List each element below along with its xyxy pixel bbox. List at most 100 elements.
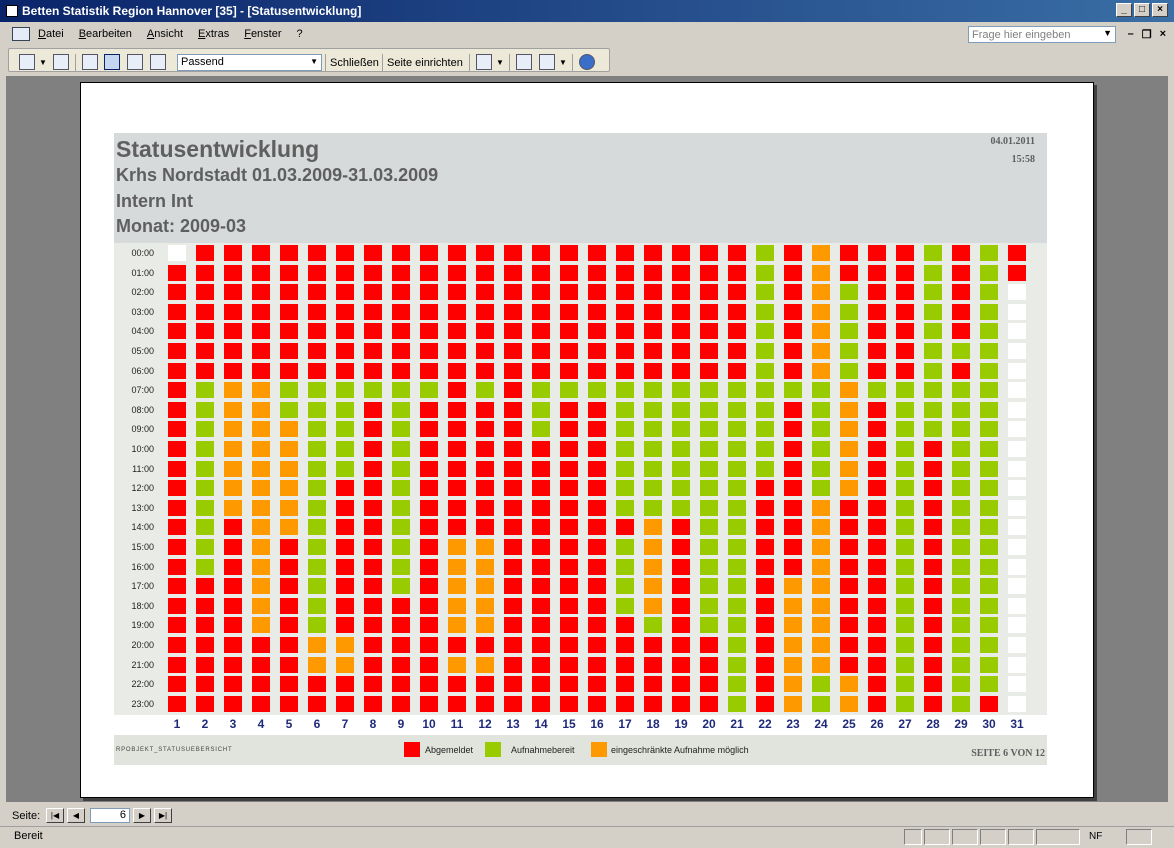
- status-cell: [644, 264, 662, 281]
- hour-label: 13:00: [131, 502, 154, 513]
- status-cell: [420, 264, 438, 281]
- status-cell: [616, 264, 634, 281]
- status-cell: [392, 656, 410, 673]
- mdi-restore-icon[interactable]: ❐: [1141, 29, 1152, 41]
- status-cell: [168, 578, 186, 595]
- status-cell: [168, 637, 186, 653]
- one-page-icon[interactable]: [104, 54, 120, 70]
- help-icon[interactable]: [579, 54, 595, 70]
- status-cell: [504, 695, 522, 712]
- chevron-down-icon[interactable]: ▼: [559, 58, 567, 67]
- chevron-down-icon[interactable]: ▼: [1103, 28, 1112, 38]
- preview-workspace[interactable]: Statusentwicklung Krhs Nordstadt 01.03.2…: [6, 76, 1168, 802]
- chevron-down-icon[interactable]: ▼: [496, 58, 504, 67]
- status-cell: [392, 637, 410, 653]
- mdi-close-icon[interactable]: ×: [1159, 28, 1166, 40]
- status-cell: [252, 656, 270, 673]
- status-cell: [1008, 362, 1026, 379]
- status-cell: [896, 343, 914, 359]
- close-button[interactable]: ×: [1152, 3, 1168, 17]
- status-cell: [896, 323, 914, 340]
- status-cell: [616, 441, 634, 457]
- status-cell: [784, 343, 802, 359]
- status-cell: [896, 676, 914, 693]
- status-cell: [812, 558, 830, 575]
- status-cell: [980, 382, 998, 399]
- status-cell: [1008, 343, 1026, 359]
- status-cell: [700, 578, 718, 595]
- status-cell: [840, 401, 858, 418]
- day-label: 12: [478, 717, 492, 731]
- status-cell: [952, 617, 970, 634]
- status-panel: [904, 829, 922, 845]
- status-cell: [672, 519, 690, 536]
- status-cell: [840, 578, 858, 595]
- maximize-button[interactable]: □: [1134, 3, 1150, 17]
- day-label: 17: [618, 717, 632, 731]
- database-window-icon[interactable]: [516, 54, 532, 70]
- status-cell: [924, 519, 942, 536]
- status-cell: [504, 637, 522, 653]
- status-cell: [868, 519, 886, 536]
- status-cell: [224, 539, 242, 555]
- zoom-icon[interactable]: [82, 54, 98, 70]
- page-number-input[interactable]: 6: [90, 808, 130, 823]
- status-cell: [224, 264, 242, 281]
- status-cell: [700, 499, 718, 516]
- status-cell: [588, 695, 606, 712]
- status-cell: [168, 480, 186, 497]
- status-cell: [392, 617, 410, 634]
- menu-datei[interactable]: Datei: [38, 28, 64, 40]
- status-cell: [224, 421, 242, 438]
- status-cell: [588, 519, 606, 536]
- status-cell: [672, 401, 690, 418]
- page-setup-button[interactable]: Seite einrichten: [387, 57, 463, 69]
- status-cell: [784, 323, 802, 340]
- menu-ansicht[interactable]: Ansicht: [146, 28, 184, 40]
- status-panel: [980, 829, 1006, 845]
- zoom-select[interactable]: Passend ▼: [177, 54, 322, 71]
- status-cell: [364, 401, 382, 418]
- status-cell: [728, 480, 746, 497]
- help-search-input[interactable]: Frage hier eingeben ▼: [968, 26, 1116, 43]
- menu-bearbeiten[interactable]: Bearbeiten: [78, 28, 132, 40]
- office-links-icon[interactable]: [476, 54, 492, 70]
- day-label: 6: [313, 717, 321, 731]
- multiple-pages-icon[interactable]: [150, 54, 166, 70]
- status-cell: [952, 558, 970, 575]
- hour-label: 19:00: [131, 620, 154, 631]
- previous-page-button[interactable]: ◀: [67, 808, 85, 823]
- document-icon[interactable]: [12, 27, 30, 41]
- two-pages-icon[interactable]: [127, 54, 143, 70]
- status-cell: [1008, 578, 1026, 595]
- status-cell: [420, 676, 438, 693]
- status-cell: [420, 656, 438, 673]
- status-cell: [336, 656, 354, 673]
- status-cell: [532, 617, 550, 634]
- menu-help[interactable]: ?: [296, 28, 303, 40]
- status-cell: [812, 441, 830, 457]
- status-cell: [560, 695, 578, 712]
- first-page-button[interactable]: |◀: [46, 808, 64, 823]
- chevron-down-icon[interactable]: ▼: [39, 58, 47, 67]
- status-cell: [392, 245, 410, 261]
- chevron-down-icon[interactable]: ▼: [310, 57, 318, 66]
- print-icon[interactable]: [53, 54, 69, 70]
- status-cell: [308, 637, 326, 653]
- hour-label: 11:00: [132, 463, 154, 474]
- status-cell: [644, 539, 662, 555]
- minimize-button[interactable]: _: [1116, 3, 1132, 17]
- mdi-minimize-icon[interactable]: –: [1127, 28, 1134, 40]
- status-cell: [868, 264, 886, 281]
- close-preview-button[interactable]: Schließen: [330, 57, 379, 69]
- design-view-icon[interactable]: [19, 54, 35, 70]
- status-cell: [252, 421, 270, 438]
- page-nav-label: Seite:: [12, 810, 41, 822]
- menu-fenster[interactable]: Fenster: [244, 28, 282, 40]
- status-cell: [420, 578, 438, 595]
- menu-extras[interactable]: Extras: [198, 28, 230, 40]
- next-page-button[interactable]: ▶: [133, 808, 151, 823]
- status-cell: [728, 362, 746, 379]
- last-page-button[interactable]: ▶|: [154, 808, 172, 823]
- new-object-icon[interactable]: [539, 54, 555, 70]
